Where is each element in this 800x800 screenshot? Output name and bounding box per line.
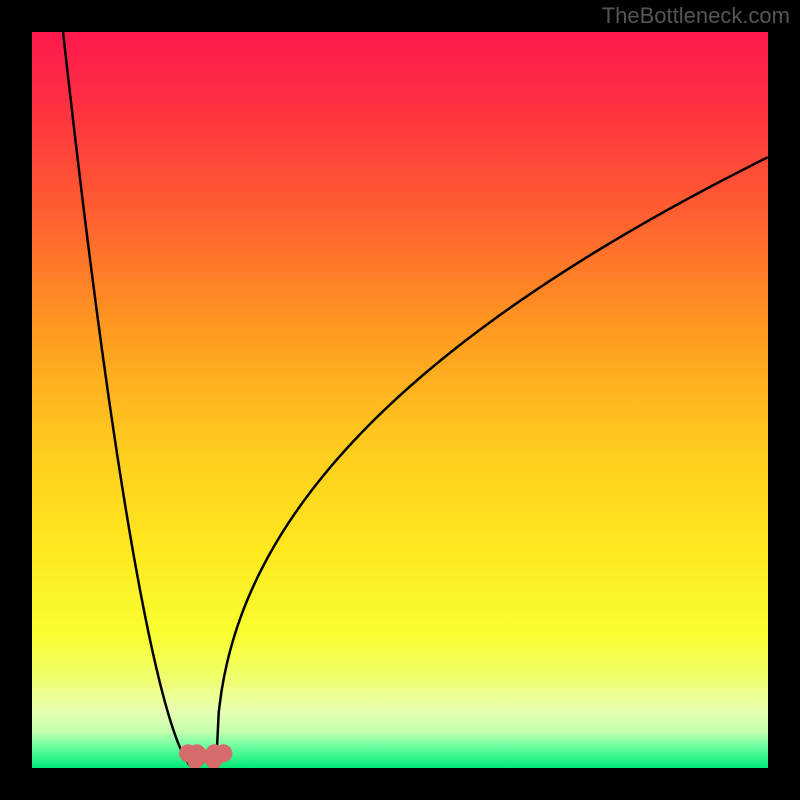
plot-area	[32, 32, 768, 768]
bottom-dot	[214, 744, 232, 762]
chart-container: TheBottleneck.com	[0, 0, 800, 800]
bottom-dot	[188, 744, 206, 762]
curve-layer	[32, 32, 768, 768]
curve-left-branch	[61, 32, 193, 768]
curve-right-branch	[216, 157, 768, 768]
watermark-text: TheBottleneck.com	[602, 3, 790, 29]
